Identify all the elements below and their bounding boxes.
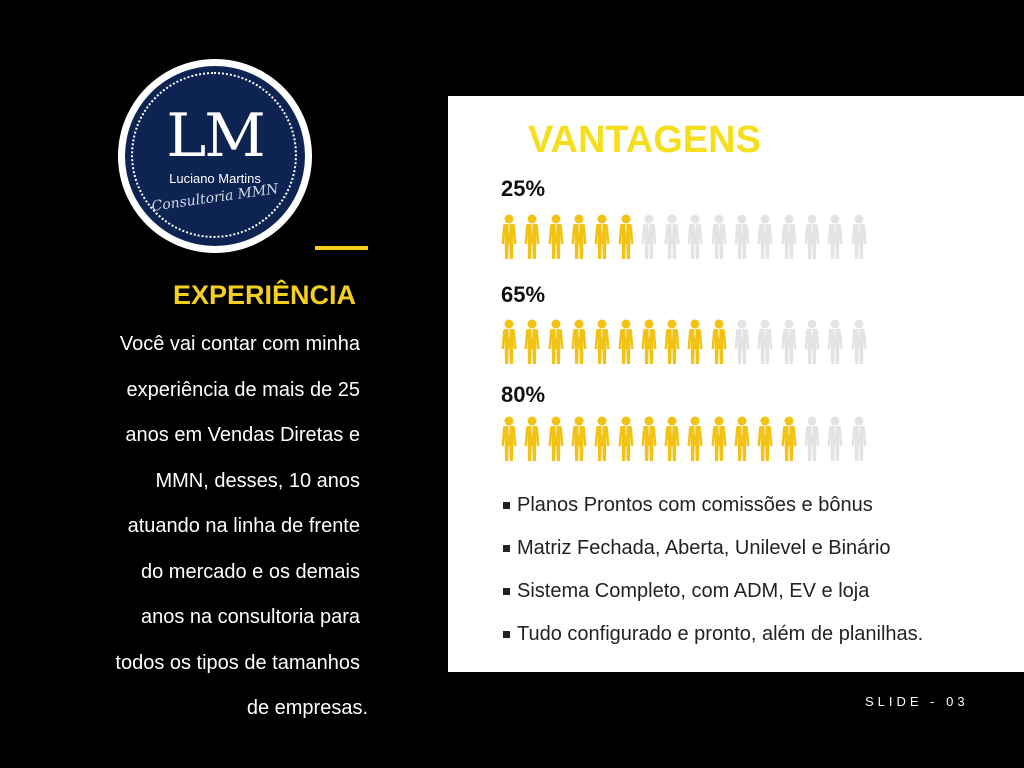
list-item: Matriz Fechada, Aberta, Unilevel e Binár…	[501, 527, 1016, 570]
person-icon-filled	[687, 319, 703, 365]
list-item: Sistema Completo, com ADM, EV e loja	[501, 570, 1016, 613]
person-icon-filled	[524, 416, 540, 462]
person-icon-filled	[548, 214, 564, 260]
person-icon-empty	[757, 319, 773, 365]
person-icon-filled	[594, 319, 610, 365]
person-icon-filled	[548, 416, 564, 462]
person-icon-empty	[804, 214, 820, 260]
advantages-list: Planos Prontos com comissões e bônus Mat…	[501, 484, 1016, 656]
logo-monogram: LM	[166, 101, 265, 171]
person-icon-empty	[734, 214, 750, 260]
person-icon-empty	[827, 416, 843, 462]
person-icon-filled	[687, 416, 703, 462]
person-icon-filled	[664, 319, 680, 365]
slide-number: SLIDE - 03	[865, 694, 969, 709]
experience-line: Você vai contar com minha	[119, 333, 360, 355]
person-icon-empty	[851, 416, 867, 462]
experience-line: anos na consultoria para	[140, 606, 360, 628]
person-icon-empty	[757, 214, 773, 260]
person-icon-empty	[641, 214, 657, 260]
person-icon-filled	[501, 416, 517, 462]
experience-line: MMN, desses, 10 anos	[155, 469, 360, 492]
experience-text: Você vai contar com minha experiência de…	[50, 322, 368, 732]
advantages-title: VANTAGENS	[528, 119, 761, 161]
experience-title: EXPERIÊNCIA	[172, 280, 356, 310]
people-row	[501, 416, 871, 464]
person-icon-filled	[618, 214, 634, 260]
list-item: Tudo configurado e pronto, além de plani…	[501, 613, 1016, 656]
person-icon-empty	[734, 319, 750, 365]
person-icon-empty	[851, 214, 867, 260]
person-icon-filled	[641, 416, 657, 462]
person-icon-empty	[687, 214, 703, 260]
person-icon-filled	[734, 416, 750, 462]
stat-label: 65%	[501, 282, 546, 307]
people-row	[501, 319, 871, 367]
experience-line: atuando na linha de frente	[127, 515, 360, 537]
person-icon-empty	[804, 416, 820, 462]
stat-label: 80%	[501, 382, 546, 407]
person-icon-filled	[524, 214, 540, 260]
person-icon-filled	[501, 319, 517, 365]
person-icon-filled	[571, 319, 587, 365]
person-icon-empty	[804, 319, 820, 365]
accent-divider	[315, 246, 368, 250]
person-icon-empty	[711, 214, 727, 260]
person-icon-empty	[781, 319, 797, 365]
person-icon-empty	[851, 319, 867, 365]
advantages-panel: VANTAGENS 25% 65% 80% Planos Prontos com…	[448, 96, 1024, 672]
person-icon-filled	[524, 319, 540, 365]
experience-line: anos em Vendas Diretas e	[125, 424, 360, 446]
person-icon-filled	[781, 416, 797, 462]
list-item: Planos Prontos com comissões e bônus	[501, 484, 1016, 527]
person-icon-empty	[827, 319, 843, 365]
person-icon-filled	[571, 214, 587, 260]
person-icon-empty	[827, 214, 843, 260]
person-icon-filled	[711, 416, 727, 462]
person-icon-filled	[571, 416, 587, 462]
person-icon-empty	[781, 214, 797, 260]
person-icon-filled	[757, 416, 773, 462]
experience-line: experiência de mais de 25	[126, 378, 360, 401]
experience-line: de empresas.	[246, 697, 368, 719]
person-icon-filled	[664, 416, 680, 462]
person-icon-filled	[641, 319, 657, 365]
person-icon-filled	[594, 416, 610, 462]
brand-logo: LM Luciano Martins Consultoria MMN	[118, 59, 312, 253]
logo-badge: LM Luciano Martins Consultoria MMN	[125, 66, 305, 246]
person-icon-filled	[711, 319, 727, 365]
experience-line: do mercado e os demais	[140, 560, 360, 583]
stat-label: 25%	[501, 176, 546, 201]
person-icon-filled	[618, 416, 634, 462]
logo-dotted-ring	[131, 72, 297, 238]
person-icon-filled	[594, 214, 610, 260]
person-icon-filled	[548, 319, 564, 365]
logo-name: Luciano Martins	[169, 171, 261, 186]
person-icon-filled	[618, 319, 634, 365]
experience-line: todos os tipos de tamanhos	[115, 651, 360, 674]
person-icon-empty	[664, 214, 680, 260]
people-row	[501, 214, 871, 262]
person-icon-filled	[501, 214, 517, 260]
